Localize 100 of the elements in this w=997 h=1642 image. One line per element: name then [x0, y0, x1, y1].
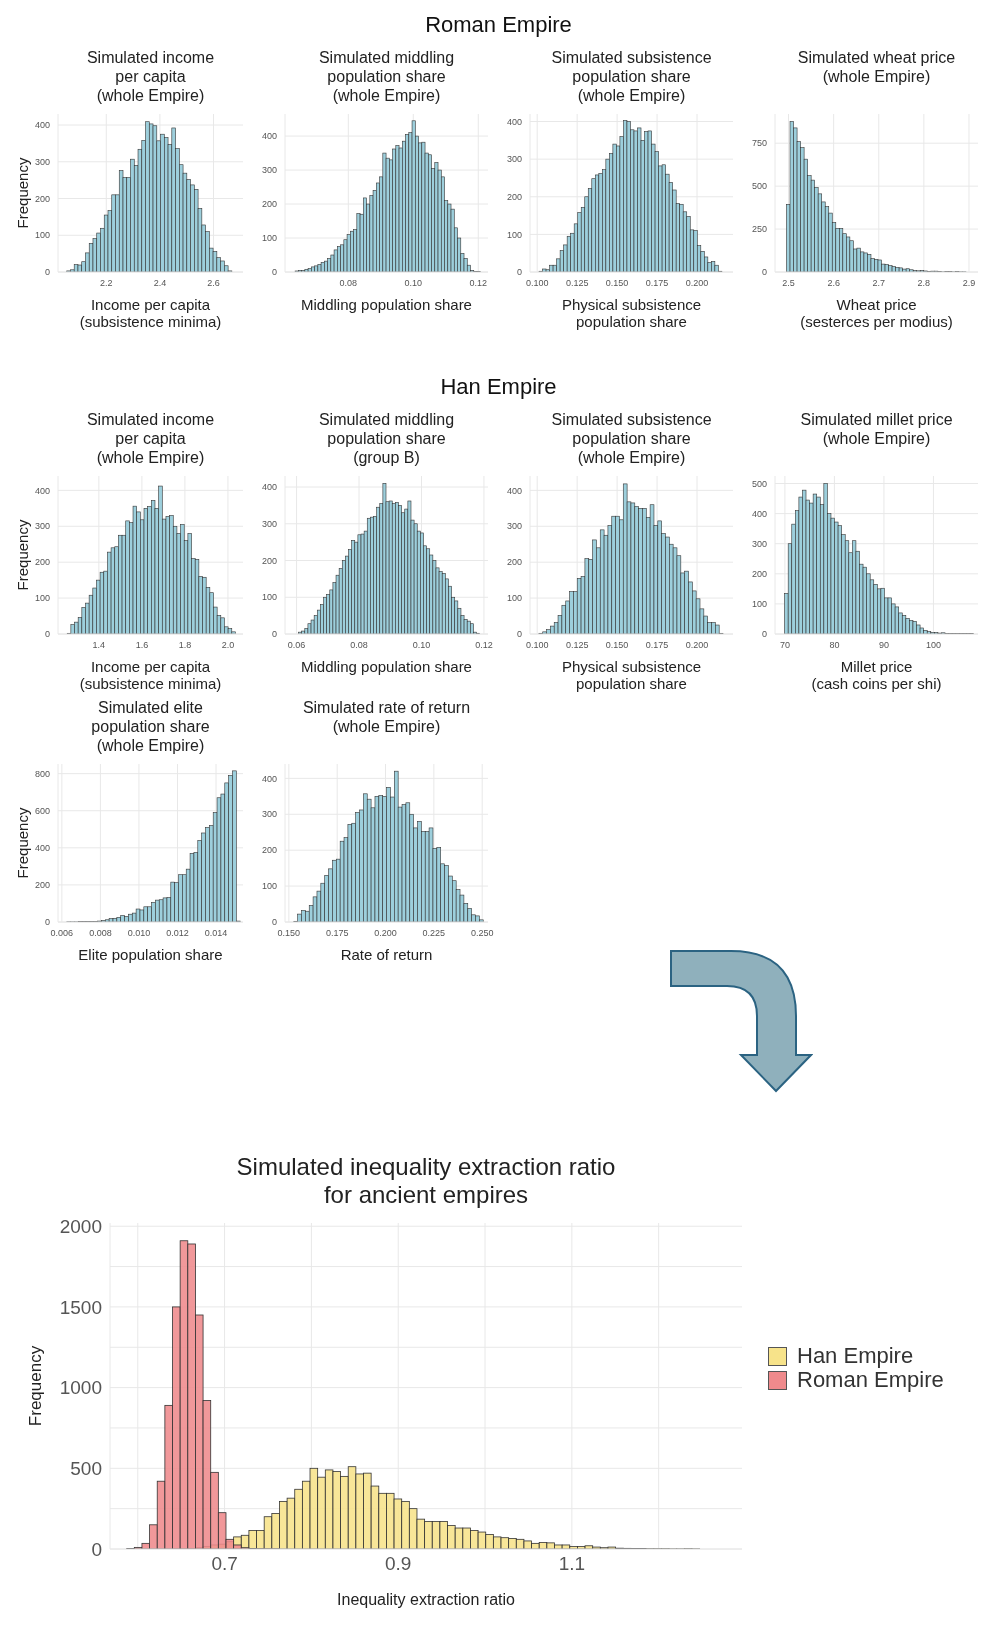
- legend-label: Han Empire: [797, 1343, 914, 1369]
- y-tick-label: 600: [34, 805, 50, 816]
- y-tick-label: 0: [761, 629, 767, 640]
- y-tick-label: 200: [34, 557, 50, 568]
- x-axis-title: Rate of return: [339, 946, 434, 963]
- x-axis-title: Income per capita (subsistence minima): [78, 658, 223, 692]
- y-tick-label: 1500: [59, 1296, 102, 1318]
- x-tick-label: 0.10: [404, 278, 423, 289]
- y-tick-label: 0: [44, 917, 50, 928]
- y-tick-label: 400: [261, 773, 277, 784]
- x-tick-label: 70: [779, 640, 790, 651]
- x-tick-label: 100: [925, 640, 941, 651]
- x-axis-title: Inequality extraction ratio: [336, 1591, 516, 1608]
- y-tick-label: 300: [34, 156, 50, 167]
- y-tick-label: 0: [761, 267, 767, 278]
- chart-title: Simulated middling population share (group B): [317, 410, 456, 467]
- y-tick-label: 200: [34, 880, 50, 891]
- x-tick-label: 2.9: [962, 278, 976, 289]
- y-tick-label: 200: [261, 845, 277, 856]
- legend-label: Roman Empire: [797, 1367, 944, 1393]
- y-tick-label: 400: [751, 508, 767, 519]
- chart-title: Simulated elite population share (whole Empire): [90, 698, 211, 755]
- x-tick-label: 0.008: [89, 928, 112, 939]
- y-tick-label: 300: [261, 809, 277, 820]
- y-tick-label: 400: [261, 131, 277, 142]
- x-axis-title: Millet price (cash coins per shi): [810, 658, 943, 692]
- x-tick-label: 2.0: [221, 640, 235, 651]
- y-tick-label: 200: [34, 193, 50, 204]
- x-axis-title: Middling population share: [300, 658, 473, 675]
- y-tick-label: 100: [261, 592, 277, 603]
- x-tick-label: 0.08: [339, 278, 358, 289]
- x-tick-label: 80: [829, 640, 840, 651]
- x-tick-label: 0.12: [475, 640, 493, 651]
- y-tick-label: 0: [516, 267, 522, 278]
- y-tick-label: 0: [44, 267, 50, 278]
- y-tick-label: 400: [34, 843, 50, 854]
- x-tick-label: 2.2: [100, 278, 113, 289]
- y-tick-label: 300: [751, 538, 767, 549]
- x-tick-label: 0.014: [204, 928, 228, 939]
- y-tick-label: 300: [261, 518, 277, 529]
- y-axis-title: Frequency: [14, 519, 32, 591]
- x-tick-label: 2.6: [827, 278, 840, 289]
- x-tick-label: 0.175: [645, 640, 669, 651]
- y-tick-label: 400: [261, 482, 277, 493]
- x-tick-label: 1.8: [178, 640, 192, 651]
- x-tick-label: 0.175: [325, 928, 349, 939]
- x-axis-title: Middling population share: [300, 296, 473, 313]
- x-tick-label: 2.6: [207, 278, 220, 289]
- chart-title: Simulated subsistence population share (whole Empire): [550, 410, 713, 467]
- text: Han Empire: [439, 373, 558, 401]
- chart-title: Simulated subsistence population share (whole Empire): [550, 48, 713, 105]
- y-tick-label: 0: [271, 917, 277, 928]
- x-tick-label: 0.006: [50, 928, 74, 939]
- x-tick-label: 0.100: [525, 278, 549, 289]
- x-tick-label: 0.200: [685, 640, 709, 651]
- x-axis-title: Wheat price (sesterces per modius): [799, 296, 954, 330]
- y-axis-title: Frequency: [14, 157, 32, 229]
- y-tick-label: 200: [751, 569, 767, 579]
- chart-title: Simulated millet price (whole Empire): [799, 410, 954, 448]
- chart-title: Simulated income per capita (whole Empire): [85, 410, 216, 467]
- x-axis-title: Elite population share: [77, 946, 224, 963]
- y-tick-label: 500: [70, 1458, 102, 1480]
- y-tick-label: 200: [506, 557, 522, 568]
- y-tick-label: 100: [506, 229, 522, 240]
- x-tick-label: 1.4: [92, 640, 106, 651]
- chart-title: Simulated middling population share (whole Empire): [317, 48, 456, 105]
- x-tick-label: 0.012: [166, 928, 189, 939]
- text: Roman Empire: [424, 11, 573, 39]
- y-tick-label: 100: [506, 593, 522, 604]
- x-tick-label: 1.6: [135, 640, 149, 651]
- y-tick-label: 300: [261, 165, 277, 176]
- y-tick-label: 100: [261, 233, 277, 244]
- y-tick-label: 400: [506, 485, 522, 496]
- y-tick-label: 200: [261, 555, 277, 566]
- y-tick-label: 100: [34, 230, 50, 241]
- y-tick-label: 100: [261, 881, 277, 892]
- y-tick-label: 400: [506, 116, 522, 127]
- chart-title: Simulated income per capita (whole Empire): [85, 48, 216, 105]
- x-tick-label: 2.5: [782, 278, 795, 289]
- y-tick-label: 0: [516, 629, 522, 640]
- x-axis-title: Physical subsistence population share: [560, 658, 703, 692]
- y-tick-label: 1000: [59, 1377, 102, 1399]
- x-tick-label: 0.100: [525, 640, 549, 651]
- y-axis-title: Frequency: [26, 1345, 46, 1427]
- x-tick-label: 1.1: [558, 1553, 586, 1575]
- x-tick-label: 0.175: [645, 278, 669, 289]
- y-tick-label: 0: [44, 629, 50, 640]
- y-tick-label: 400: [34, 485, 50, 496]
- x-tick-label: 0.150: [605, 278, 629, 289]
- y-tick-label: 100: [751, 599, 767, 610]
- x-tick-label: 0.010: [127, 928, 151, 939]
- y-tick-label: 300: [34, 521, 50, 532]
- x-tick-label: 0.7: [211, 1553, 238, 1575]
- y-tick-label: 300: [506, 521, 522, 532]
- x-tick-label: 0.150: [605, 640, 629, 651]
- x-tick-label: 0.200: [374, 928, 397, 939]
- y-tick-label: 200: [261, 199, 277, 210]
- x-tick-label: 2.7: [872, 278, 886, 289]
- x-tick-label: 2.4: [153, 278, 167, 289]
- chart-title: Simulated wheat price (whole Empire): [796, 48, 957, 86]
